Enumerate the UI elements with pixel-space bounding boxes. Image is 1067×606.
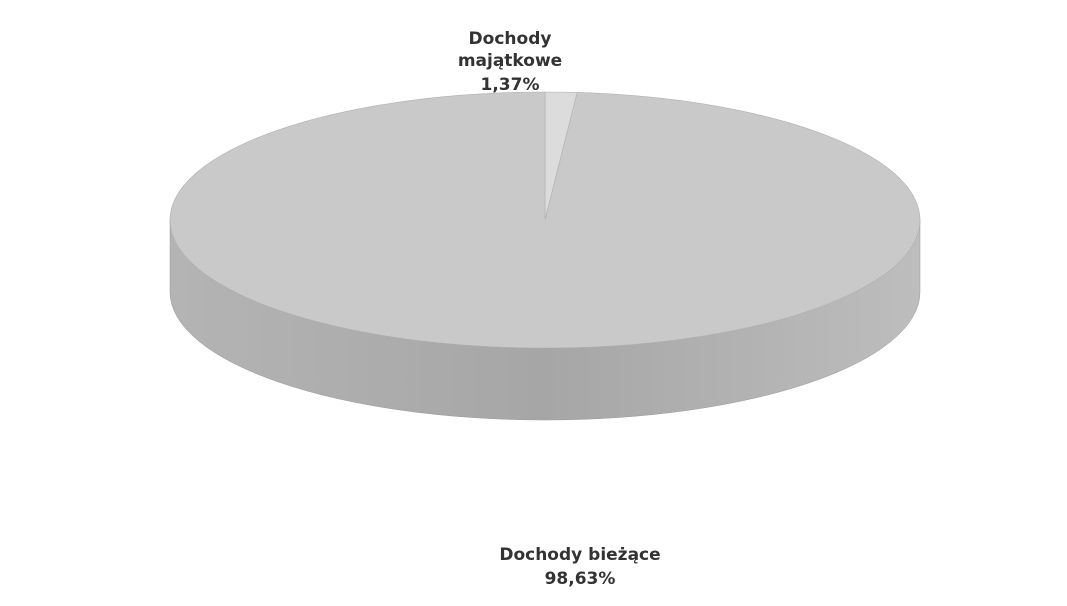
value-label: 98,63%	[544, 569, 616, 589]
value-label: 1,37%	[480, 75, 540, 95]
pie-slice	[169, 91, 921, 349]
category-label: Dochody majątkowe	[457, 29, 563, 71]
category-label: Dochody bieżące	[499, 545, 661, 565]
